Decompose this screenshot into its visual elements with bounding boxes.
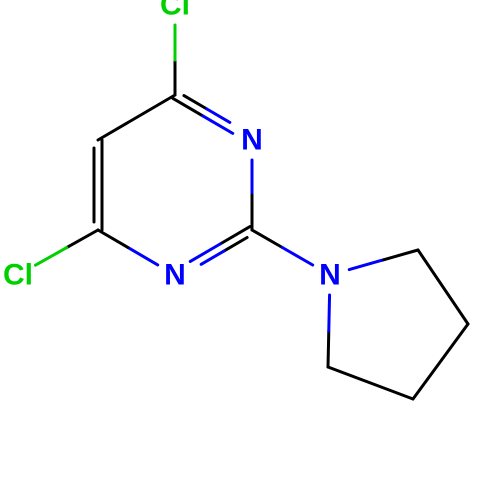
atoms-layer: Cl N N Cl N bbox=[3, 0, 341, 292]
atom-label-n3: N bbox=[319, 259, 341, 292]
bonds-layer bbox=[35, 25, 468, 399]
atom-label-cl1: Cl bbox=[160, 0, 190, 22]
atom-label-cl2: Cl bbox=[3, 259, 33, 292]
molecule-diagram: Cl N N Cl N bbox=[0, 0, 500, 500]
atom-label-n1: N bbox=[241, 124, 263, 157]
atom-label-n2: N bbox=[164, 259, 186, 292]
